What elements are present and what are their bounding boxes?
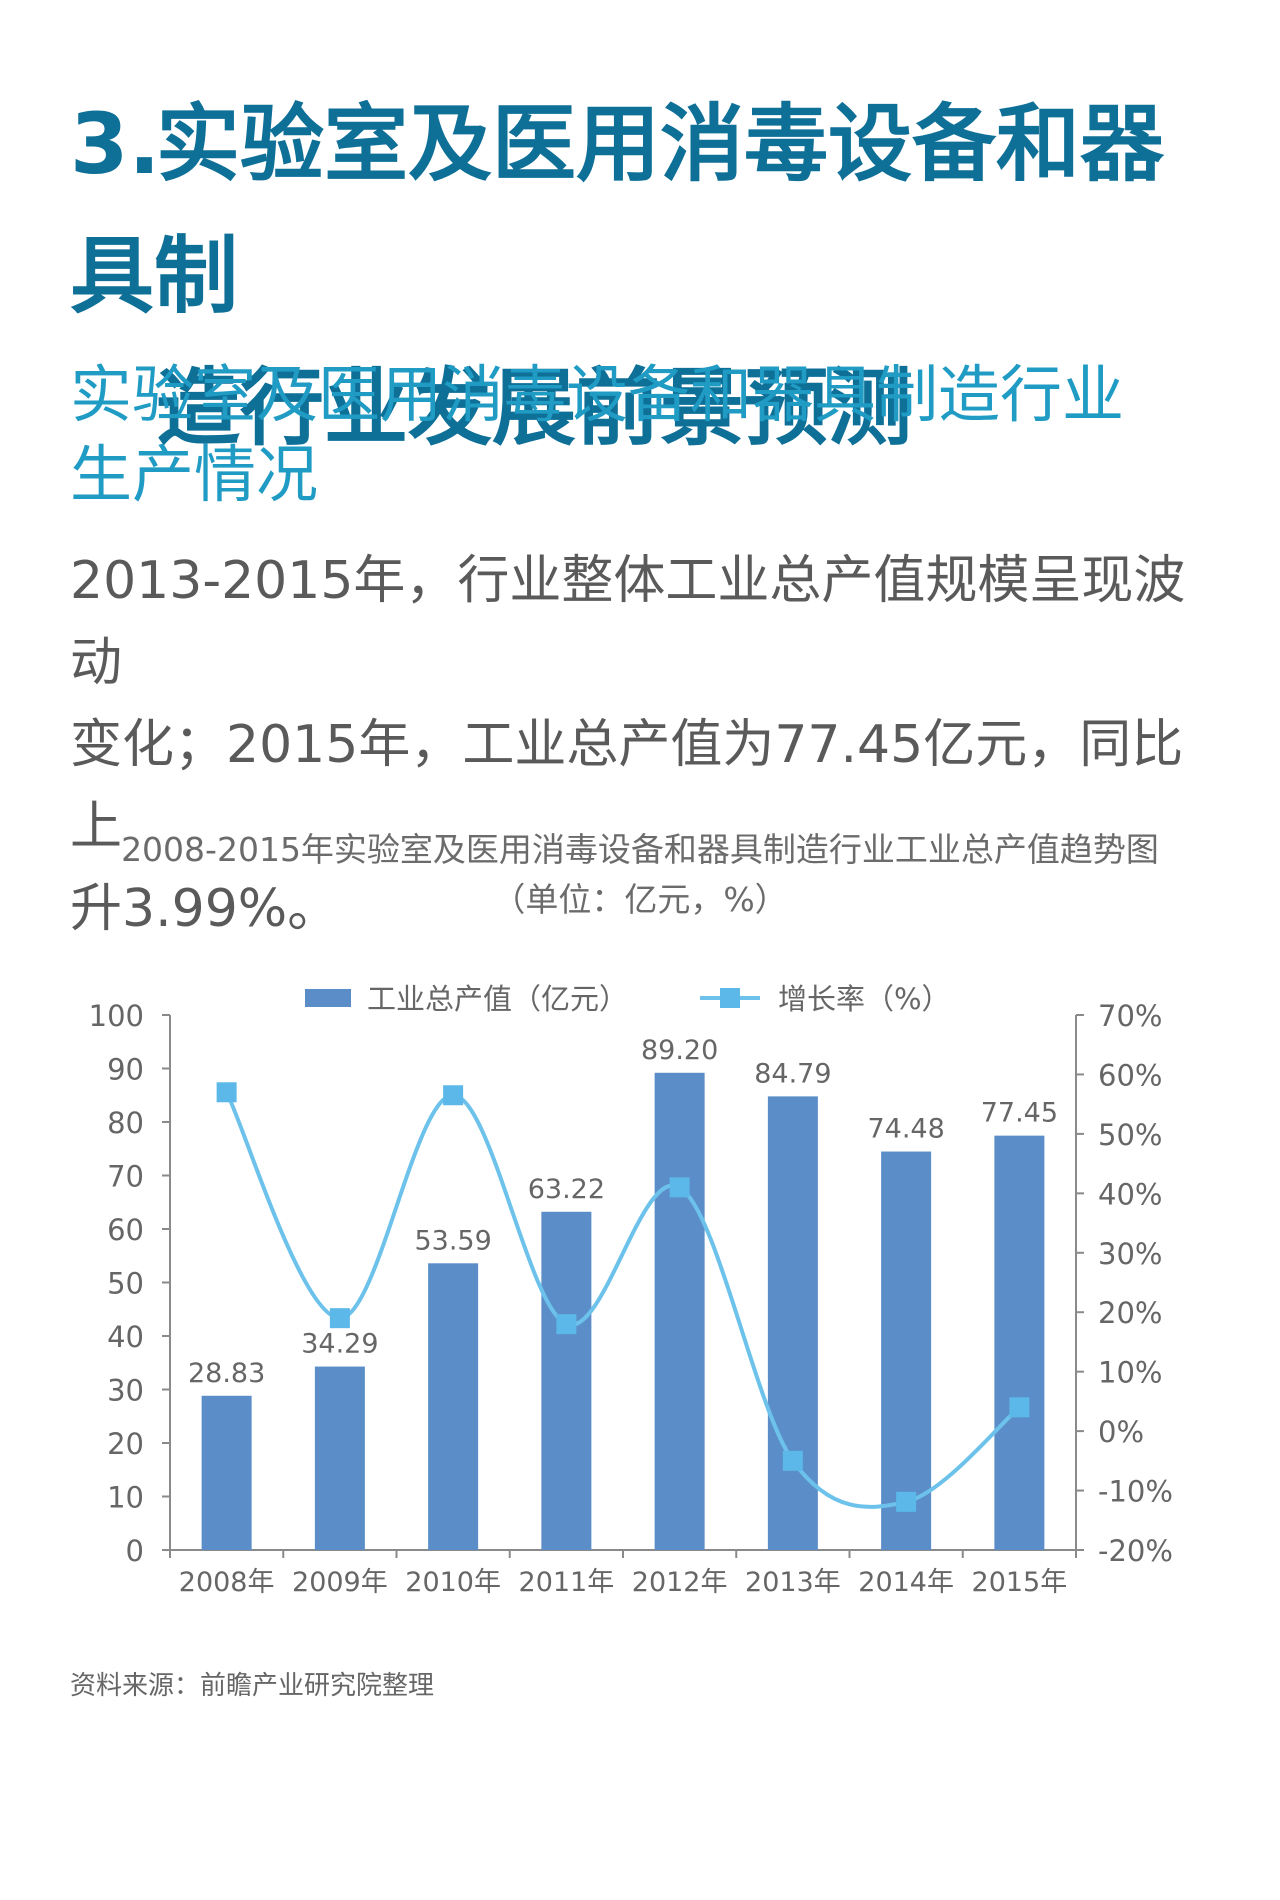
left-tick-label: 50	[107, 1267, 144, 1301]
right-tick-label: 60%	[1098, 1058, 1162, 1092]
x-tick-label: 2009年	[292, 1567, 388, 1598]
bar	[654, 1072, 705, 1550]
x-tick-label: 2011年	[519, 1567, 615, 1598]
left-tick-label: 0	[126, 1534, 144, 1568]
body-line-2: 变化；2015年，工业总产值为77.45亿元，同比上	[70, 715, 1184, 857]
section-heading-text-2: 造行业发展前景预测	[156, 359, 913, 457]
right-tick-label: 30%	[1098, 1237, 1162, 1271]
bar-data-label: 53.59	[414, 1225, 491, 1256]
left-tick-label: 10	[107, 1481, 144, 1515]
left-tick-label: 100	[89, 999, 144, 1033]
right-tick-label: -10%	[1098, 1475, 1173, 1509]
subheading-line-1: 实验室及医用消毒设备和器具制造行业	[70, 358, 1125, 431]
x-tick-label: 2008年	[179, 1567, 275, 1598]
bar	[767, 1096, 818, 1550]
section-heading-line-1: 3.实验室及医用消毒设备和器具制	[70, 78, 1230, 342]
legend-bar-label: 工业总产值（亿元）	[367, 982, 628, 1016]
bar-data-label: 84.79	[754, 1058, 831, 1089]
growth-rate-marker	[556, 1314, 577, 1335]
x-tick-label: 2013年	[745, 1567, 841, 1598]
bar	[201, 1395, 252, 1550]
right-tick-label: 10%	[1098, 1356, 1162, 1390]
x-tick-label: 2010年	[405, 1567, 501, 1598]
chart-title: 2008-2015年实验室及医用消毒设备和器具制造行业工业总产值趋势图	[121, 830, 1159, 869]
legend-line-marker	[720, 988, 740, 1008]
output-growth-chart: 0 10 20 30 40 50 60 70 80 90 100 -20% -10% 0% 10% 20% 30…	[89, 982, 1173, 1598]
left-tick-label: 80	[107, 1106, 144, 1140]
bar	[881, 1151, 932, 1550]
left-tick-label: 60	[107, 1213, 144, 1247]
bar-data-label: 77.45	[981, 1098, 1058, 1129]
x-tick-label: 2015年	[972, 1567, 1068, 1598]
right-tick-label: -20%	[1098, 1534, 1173, 1568]
growth-rate-marker	[669, 1177, 690, 1198]
growth-rate-marker	[216, 1082, 237, 1103]
source-note: 资料来源：前瞻产业研究院整理	[70, 1671, 435, 1701]
right-tick-label: 20%	[1098, 1296, 1162, 1330]
bar-data-label: 74.48	[867, 1114, 944, 1145]
subheading-line-2: 生产情况	[70, 438, 319, 511]
chart-subtitle: （单位：亿元，%）	[492, 880, 788, 919]
left-tick-label: 20	[107, 1427, 144, 1461]
x-tick-label: 2012年	[632, 1567, 728, 1598]
body-line-1: 2013-2015年，行业整体工业总产值规模呈现波动	[70, 551, 1186, 693]
left-tick-label: 40	[107, 1320, 144, 1354]
left-tick-label: 30	[107, 1374, 144, 1408]
right-tick-label: 40%	[1098, 1177, 1162, 1211]
bar-data-label: 28.83	[188, 1358, 265, 1389]
bar	[541, 1211, 592, 1550]
bar-data-label: 63.22	[528, 1174, 605, 1205]
legend-bar-swatch	[305, 989, 351, 1007]
section-heading-text-1: 实验室及医用消毒设备和器具制	[70, 95, 1165, 325]
chart-title-block: 2008-2015年实验室及医用消毒设备和器具制造行业工业总产值趋势图 （单位：…	[40, 825, 1240, 925]
left-tick-label: 70	[107, 1160, 144, 1194]
x-tick-label: 2014年	[858, 1567, 954, 1598]
bar	[994, 1135, 1045, 1550]
section-number: 3.	[70, 95, 161, 193]
body-line-3: 升3.99%。	[70, 879, 340, 939]
bar	[314, 1366, 365, 1550]
right-tick-label: 70%	[1098, 999, 1162, 1033]
body-paragraph: 2013-2015年，行业整体工业总产值规模呈现波动 变化；2015年，工业总产…	[70, 540, 1230, 950]
right-tick-label: 50%	[1098, 1118, 1162, 1152]
bar-data-label: 34.29	[301, 1329, 378, 1360]
right-tick-label: 0%	[1098, 1415, 1144, 1449]
section-heading: 3.实验室及医用消毒设备和器具制 造行业发展前景预测	[70, 78, 1230, 474]
bar-data-label: 89.20	[641, 1035, 718, 1066]
growth-rate-marker	[896, 1491, 917, 1512]
subheading: 实验室及医用消毒设备和器具制造行业 生产情况	[70, 355, 1230, 515]
growth-rate-marker	[1009, 1397, 1030, 1418]
growth-rate-marker	[329, 1308, 350, 1329]
bar	[428, 1263, 479, 1550]
growth-rate-marker	[782, 1450, 803, 1471]
legend-line-label: 增长率（%）	[778, 982, 951, 1016]
growth-rate-marker	[443, 1085, 464, 1106]
left-tick-label: 90	[107, 1053, 144, 1087]
